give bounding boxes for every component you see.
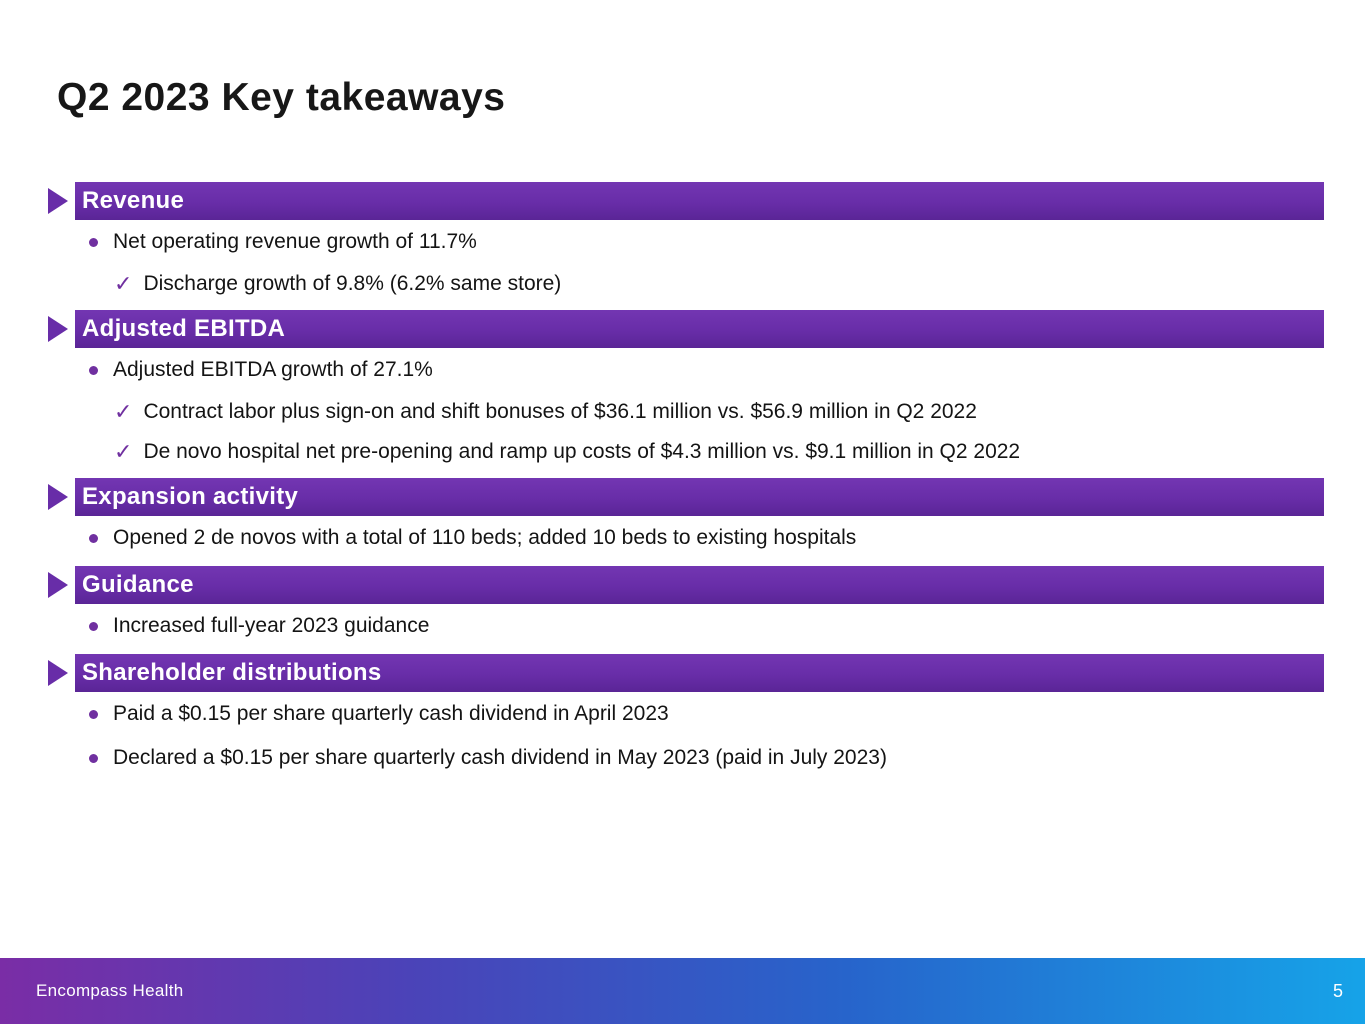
section-header-bar: Expansion activity (75, 478, 1324, 516)
section-title: Shareholder distributions (82, 659, 382, 686)
footer-brand: Encompass Health (36, 981, 184, 1000)
section-title: Expansion activity (82, 483, 299, 510)
triangle-marker-icon (48, 572, 68, 598)
slide-content: Revenue Net operating revenue growth of … (48, 182, 1324, 780)
bullet-text: Declared a $0.15 per share quarterly cas… (113, 746, 887, 769)
section-header-bar: Shareholder distributions (75, 654, 1324, 692)
page-title: Q2 2023 Key takeaways (57, 76, 506, 119)
check-item: ✓ De novo hospital net pre-opening and r… (48, 432, 1324, 472)
check-text: Contract labor plus sign-on and shift bo… (143, 400, 977, 423)
bullet-icon (89, 709, 98, 719)
bullet-item: Net operating revenue growth of 11.7% (48, 220, 1324, 264)
triangle-marker-icon (48, 660, 68, 686)
section-title: Guidance (82, 571, 194, 598)
check-item: ✓ Contract labor plus sign-on and shift … (48, 392, 1324, 432)
bullet-text: Net operating revenue growth of 11.7% (113, 230, 477, 253)
bullet-icon (89, 621, 98, 631)
bullet-text: Adjusted EBITDA growth of 27.1% (113, 358, 433, 381)
section-adjusted-ebitda: Adjusted EBITDA Adjusted EBITDA growth o… (48, 310, 1324, 472)
bullet-icon (89, 237, 98, 247)
check-text: De novo hospital net pre-opening and ram… (143, 440, 1021, 463)
check-item: ✓ Discharge growth of 9.8% (6.2% same st… (48, 264, 1324, 304)
triangle-marker-icon (48, 188, 68, 214)
section-expansion-activity: Expansion activity Opened 2 de novos wit… (48, 478, 1324, 560)
bullet-item: Opened 2 de novos with a total of 110 be… (48, 516, 1324, 560)
section-header: Shareholder distributions (48, 654, 1324, 692)
section-title: Revenue (82, 187, 185, 214)
checkmark-icon: ✓ (114, 271, 133, 296)
bullet-item: Declared a $0.15 per share quarterly cas… (48, 736, 1324, 780)
section-header: Revenue (48, 182, 1324, 220)
checkmark-icon: ✓ (114, 439, 133, 464)
section-header-bar: Adjusted EBITDA (75, 310, 1324, 348)
bullet-text: Paid a $0.15 per share quarterly cash di… (113, 702, 669, 725)
bullet-icon (89, 365, 98, 375)
section-shareholder-distributions: Shareholder distributions Paid a $0.15 p… (48, 654, 1324, 780)
triangle-marker-icon (48, 316, 68, 342)
bullet-icon (89, 753, 98, 763)
checkmark-icon: ✓ (114, 399, 133, 424)
bullet-text: Opened 2 de novos with a total of 110 be… (113, 526, 857, 549)
section-title: Adjusted EBITDA (82, 315, 286, 342)
section-header: Expansion activity (48, 478, 1324, 516)
section-header-bar: Guidance (75, 566, 1324, 604)
bullet-item: Increased full-year 2023 guidance (48, 604, 1324, 648)
bullet-item: Paid a $0.15 per share quarterly cash di… (48, 692, 1324, 736)
check-text: Discharge growth of 9.8% (6.2% same stor… (143, 272, 562, 295)
section-guidance: Guidance Increased full-year 2023 guidan… (48, 566, 1324, 648)
bullet-item: Adjusted EBITDA growth of 27.1% (48, 348, 1324, 392)
page-number: 5 (1332, 980, 1343, 1001)
section-header-bar: Revenue (75, 182, 1324, 220)
bullet-text: Increased full-year 2023 guidance (113, 614, 430, 637)
section-header: Adjusted EBITDA (48, 310, 1324, 348)
section-revenue: Revenue Net operating revenue growth of … (48, 182, 1324, 304)
triangle-marker-icon (48, 484, 68, 510)
slide-footer: Encompass Health 5 (0, 958, 1365, 1024)
section-header: Guidance (48, 566, 1324, 604)
bullet-icon (89, 533, 98, 543)
